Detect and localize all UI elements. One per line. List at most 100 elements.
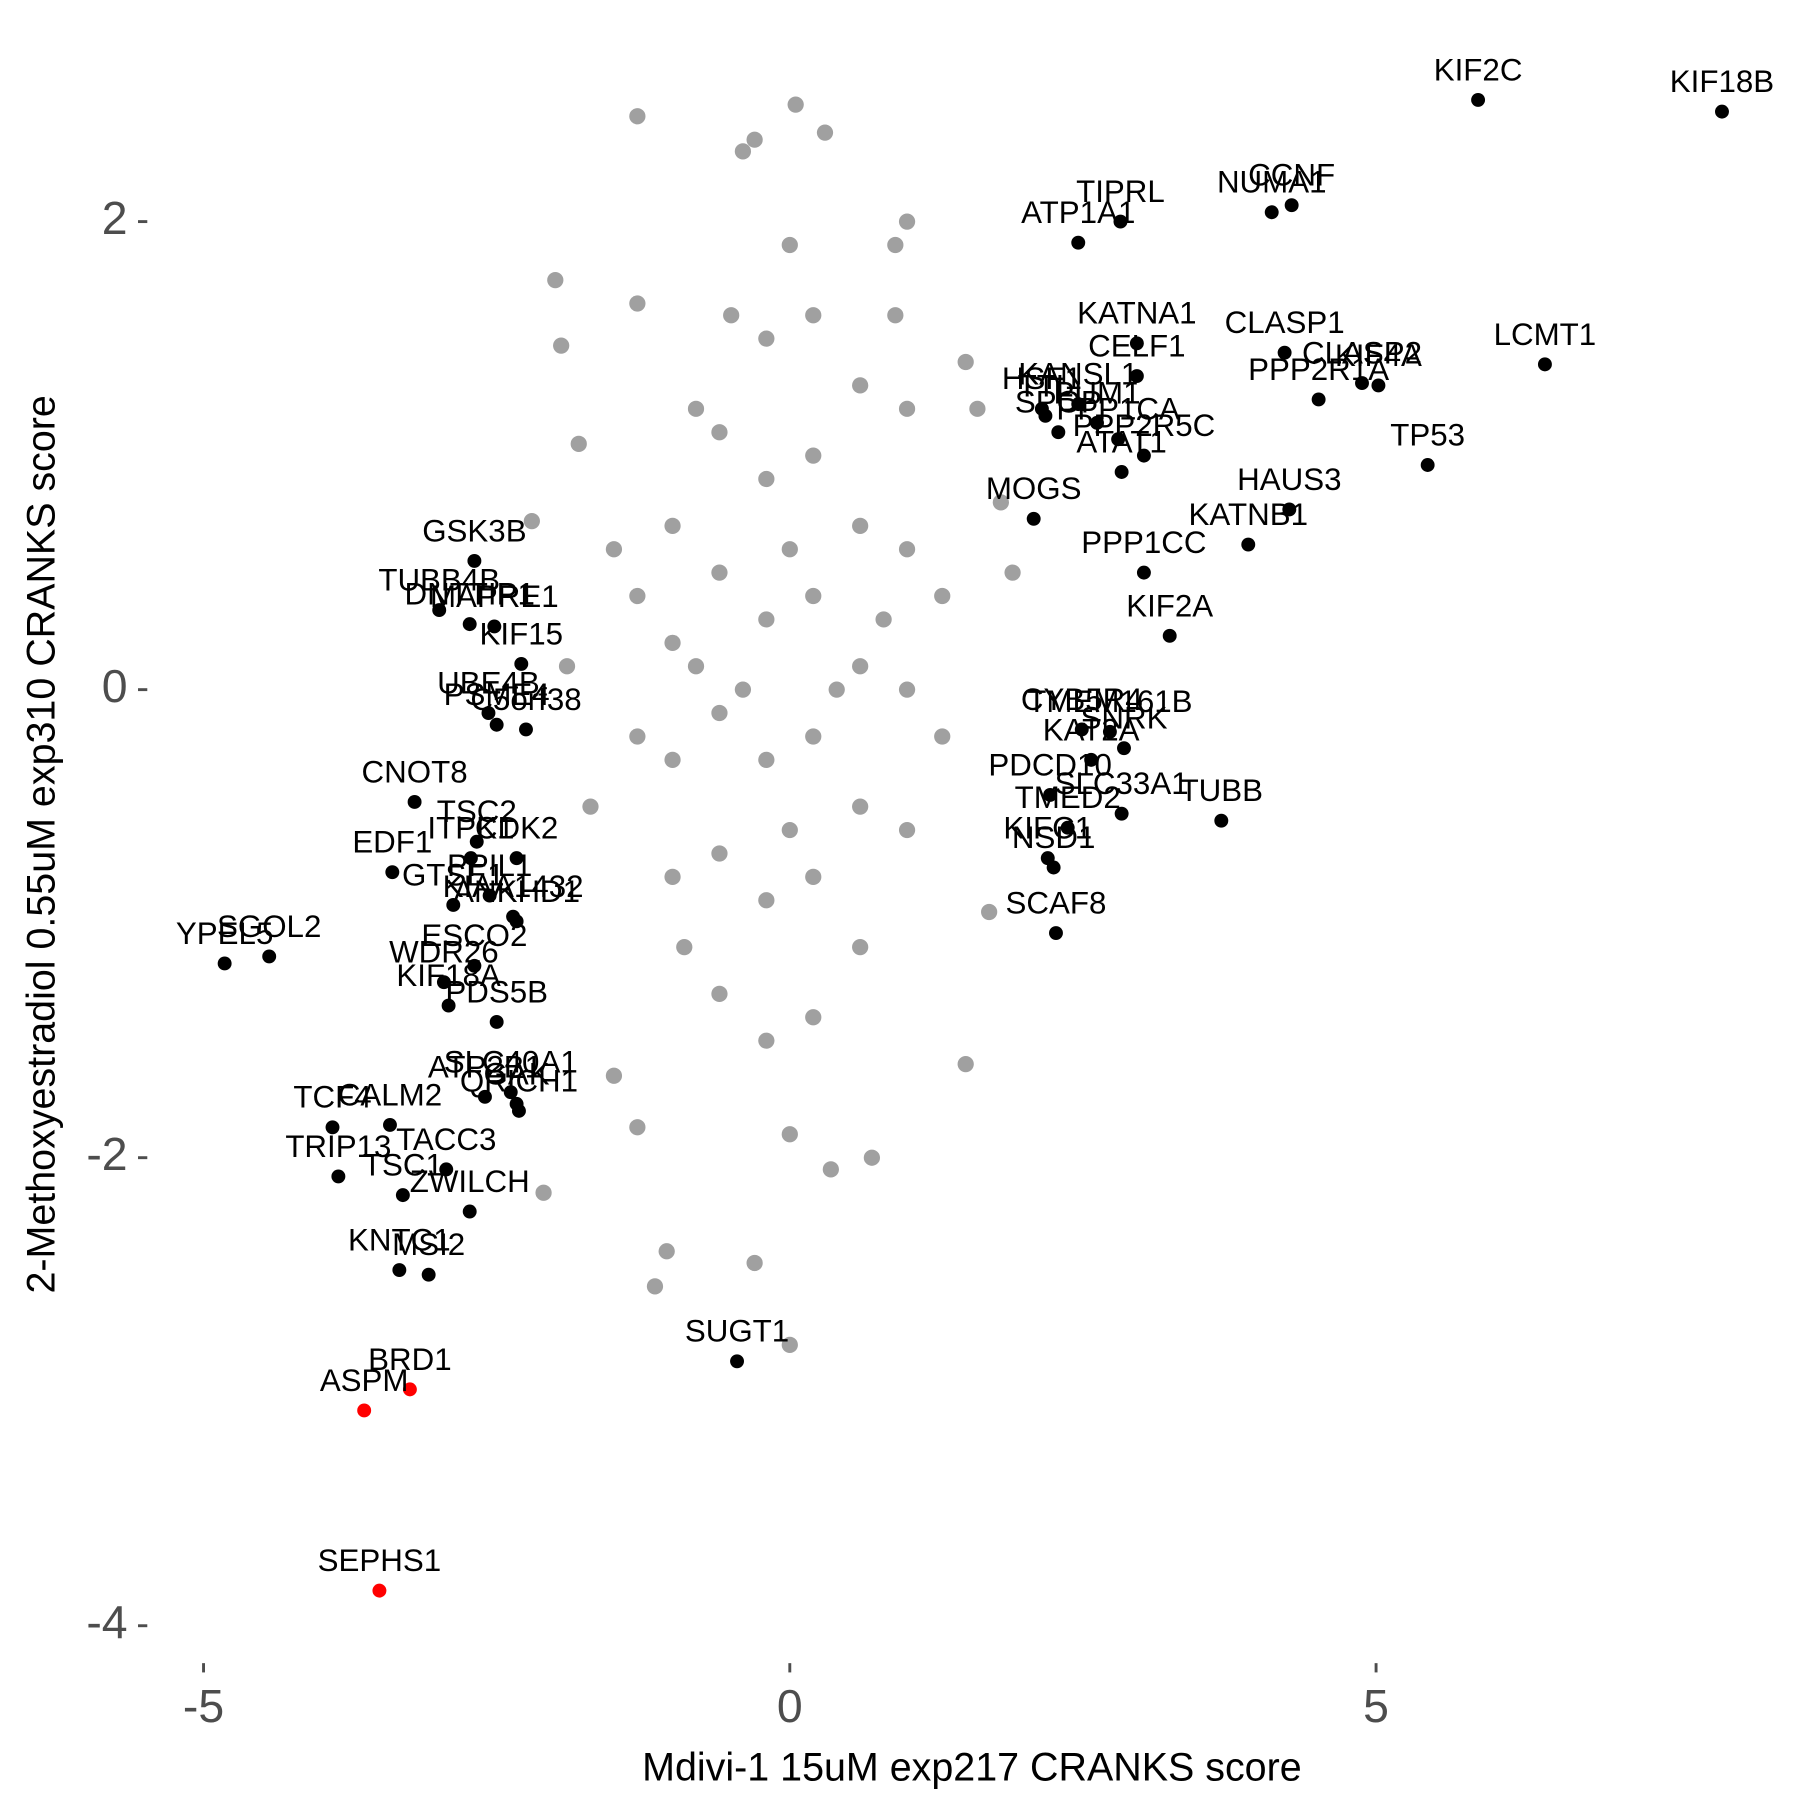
point — [509, 914, 524, 929]
point — [629, 1119, 646, 1136]
y-tick-label: 0 — [102, 660, 128, 712]
point — [875, 611, 892, 628]
point-label: NSD1 — [1012, 820, 1095, 855]
point — [730, 1354, 745, 1369]
point — [1004, 564, 1021, 581]
point-label: TACC3 — [396, 1122, 496, 1157]
point — [1214, 813, 1229, 828]
point — [489, 1015, 504, 1029]
point — [758, 1032, 775, 1049]
x-tick-label: -5 — [183, 1680, 224, 1732]
point — [1060, 820, 1075, 835]
point — [664, 517, 681, 534]
point — [664, 634, 681, 651]
point-label: YPEL5 — [176, 916, 273, 951]
point — [1162, 628, 1177, 643]
point — [1071, 235, 1086, 250]
point-label: ZWILCH — [410, 1164, 530, 1199]
point-label: TSC1 — [363, 1148, 443, 1183]
point — [805, 587, 822, 605]
point — [519, 722, 533, 737]
point — [711, 845, 728, 862]
point — [687, 658, 705, 675]
point-label: PPP2R1A — [1248, 352, 1389, 387]
point — [1074, 722, 1089, 737]
point — [781, 1126, 798, 1143]
point — [1264, 205, 1279, 220]
point — [711, 985, 728, 1002]
point — [1090, 415, 1104, 430]
point — [734, 143, 752, 160]
point — [523, 513, 540, 530]
point-label: TSC2 — [437, 794, 517, 829]
point-label: KIF2A — [1126, 588, 1213, 623]
point — [898, 541, 916, 558]
point — [1040, 851, 1055, 866]
point — [852, 938, 869, 956]
point — [1371, 378, 1386, 393]
point-label: SLC33A1 — [1055, 766, 1189, 801]
point — [957, 353, 974, 371]
point — [1084, 752, 1099, 767]
point-label: KIF2C — [1434, 52, 1523, 87]
point-label: KNTC1 — [348, 1222, 451, 1257]
point-label: DNTTIP1 — [404, 577, 534, 612]
point-label: UBE4B — [437, 665, 540, 700]
point-label: ASPM — [320, 1363, 409, 1398]
point — [467, 553, 482, 568]
point — [547, 271, 564, 289]
point-label: CNOT8 — [362, 754, 468, 789]
point-label: ATP1A1 — [1021, 195, 1135, 230]
point — [1136, 565, 1151, 580]
point-label: CYB5R4 — [1021, 682, 1143, 717]
point-label: ESCO2 — [421, 918, 527, 953]
point — [605, 1067, 623, 1084]
point — [1471, 92, 1486, 107]
point — [898, 681, 916, 698]
point-label: KATNA1 — [1077, 296, 1196, 331]
point — [629, 728, 646, 745]
point-label: C5orf38 — [470, 682, 581, 717]
point-label: TMEM161B — [1027, 684, 1192, 719]
point — [629, 295, 646, 312]
point — [462, 1204, 477, 1219]
point — [805, 1009, 822, 1026]
point-label: GTSE1 — [402, 857, 505, 892]
point — [629, 108, 646, 125]
point — [629, 587, 646, 605]
point — [372, 1583, 387, 1598]
point-label: KIF18A — [396, 958, 500, 993]
point-label: ATP2B1 — [428, 1049, 542, 1084]
point-label: PPP1CA — [1056, 392, 1180, 427]
point-label: CALM2 — [338, 1077, 442, 1112]
point-label: SCAF8 — [1006, 885, 1107, 920]
point — [357, 1403, 372, 1418]
point — [1049, 926, 1063, 940]
point-label: ANKHD1 — [453, 874, 580, 909]
point — [477, 1089, 492, 1104]
point-label: SUGT1 — [685, 1314, 789, 1349]
point — [664, 751, 681, 768]
point-label: KIFC1 — [1003, 811, 1092, 846]
y-tick-label: -2 — [86, 1128, 127, 1180]
point — [805, 728, 822, 745]
point — [646, 1278, 664, 1295]
point — [1071, 397, 1086, 412]
point — [262, 949, 277, 964]
point — [664, 868, 681, 885]
point-label: SEPHS1 — [318, 1543, 442, 1578]
point — [852, 658, 869, 675]
point — [1311, 392, 1326, 407]
point — [331, 1169, 346, 1184]
point-label: EDF1 — [352, 825, 432, 860]
point — [658, 1243, 675, 1260]
point-label: CELF1 — [1088, 328, 1185, 363]
point-label: CCNF — [1248, 158, 1335, 193]
point — [852, 377, 869, 394]
point — [535, 1184, 552, 1201]
point-label: GSK3B — [422, 513, 526, 548]
point — [1026, 511, 1041, 526]
point-label: TCF4 — [293, 1080, 371, 1115]
point-label: QRICH1 — [460, 1063, 578, 1098]
